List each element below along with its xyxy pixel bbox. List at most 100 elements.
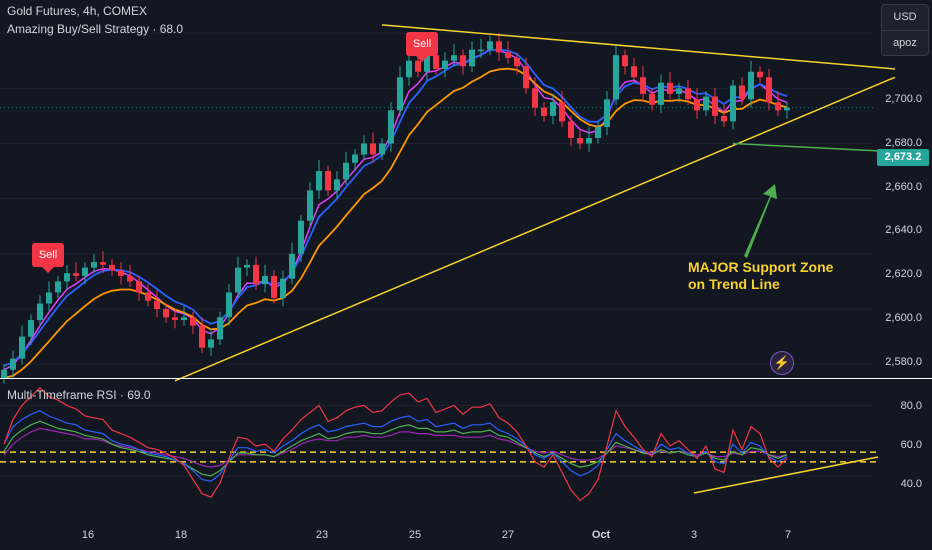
rsi-title[interactable]: Multi-Timeframe RSI · 69.0 [7,388,151,402]
candle-body-75 [676,88,682,94]
candle-body-15 [136,281,142,293]
candle-body-87 [784,107,790,111]
candle-body-49 [442,60,448,69]
annotation-line-2: on Trend Line [688,276,780,292]
candle-body-65 [586,137,592,144]
candle-body-39 [352,154,358,163]
sell-signal-1[interactable]: Sell [32,243,64,273]
candle-body-42 [379,143,385,155]
price-tick-2660: 2,660.0 [885,181,922,193]
candle-body-45 [406,60,412,78]
candle-body-62 [559,102,565,122]
trendline-support [732,142,896,153]
time-tick-3: 3 [690,529,698,541]
strategy-title[interactable]: Amazing Buy/Sell Strategy · 68.0 [7,22,184,36]
candle-body-0 [1,369,7,378]
candle-body-26 [235,267,241,293]
time-tick-7: 7 [784,529,792,541]
candle-body-60 [541,107,547,116]
candle-body-28 [253,264,259,285]
candle-body-3 [28,320,34,337]
candle-body-53 [478,49,484,52]
candle-body-34 [307,190,313,221]
candle-body-66 [595,126,601,138]
lightning-icon[interactable]: ⚡ [770,351,794,375]
unit-label[interactable]: apoz [893,37,917,49]
price-pane[interactable] [0,24,896,384]
candle-body-12 [109,264,115,271]
price-tick-2680: 2,680.0 [885,137,922,149]
time-tick-25: 25 [408,529,422,541]
candle-body-67 [604,99,610,127]
candle-body-36 [325,171,331,191]
trendline-upper [381,24,896,70]
sell-signal-2[interactable]: Sell [406,32,438,62]
candle-body-18 [163,309,169,318]
candle-body-27 [244,264,250,268]
currency-selector[interactable]: USD apoz [881,4,929,56]
candle-body-6 [55,281,61,293]
rsi-tick-40: 40.0 [900,478,922,490]
price-tick-2620: 2,620.0 [885,268,922,280]
candle-body-82 [739,85,745,100]
candle-body-29 [262,275,268,285]
candle-body-21 [190,317,196,326]
candle-body-68 [613,55,619,100]
time-tick-27: 27 [501,529,515,541]
candle-body-78 [703,96,709,111]
candle-body-47 [424,55,430,72]
price-tick-2700: 2,700.0 [885,93,922,105]
candle-body-71 [640,77,646,94]
candle-body-9 [82,267,88,276]
candle-body-79 [712,96,718,116]
candle-body-51 [460,55,466,67]
price-tick-2640: 2,640.0 [885,224,922,236]
candle-body-30 [271,275,277,298]
candle-body-32 [289,253,295,279]
time-tick-18: 18 [174,529,188,541]
rsi-red-line [3,386,788,502]
candle-body-70 [631,66,637,78]
ma-purple-line [3,48,788,371]
annotation-line-1: MAJOR Support Zone [688,259,834,275]
candle-body-8 [73,273,79,276]
candle-body-80 [721,115,727,122]
candle-body-37 [334,179,340,191]
candle-body-56 [505,52,511,58]
candle-body-73 [658,82,664,105]
candle-body-10 [91,262,97,268]
candle-body-59 [532,88,538,108]
candle-body-74 [667,82,673,94]
candle-body-84 [757,71,763,78]
support-arrow-icon [744,184,777,258]
candle-body-81 [730,85,736,122]
candle-body-58 [523,66,529,89]
time-tick-oct: Oct [591,529,611,541]
rsi-pane[interactable] [0,386,879,502]
candle-body-20 [181,317,187,321]
candle-body-54 [487,41,493,50]
candle-body-72 [649,93,655,105]
candle-body-38 [343,162,349,180]
candle-body-16 [145,292,151,301]
rsi-blue-line [3,410,788,482]
time-tick-16: 16 [81,529,95,541]
candle-body-63 [568,121,574,138]
support-annotation[interactable]: MAJOR Support Zone on Trend Line [688,259,833,293]
rsi-trendline [693,456,879,494]
candle-body-17 [154,300,160,310]
candle-body-77 [694,99,700,111]
candle-body-2 [19,336,25,359]
candle-body-43 [388,110,394,144]
symbol-title[interactable]: Gold Futures, 4h, COMEX [7,4,148,18]
candle-body-46 [415,60,421,72]
candle-body-13 [118,270,124,276]
candle-body-22 [199,325,205,348]
ma-orange-line [3,67,788,379]
ma-blue-line [3,48,788,367]
candle-body-41 [370,143,376,155]
currency-label[interactable]: USD [882,5,928,31]
rsi-tick-60: 60.0 [900,439,922,451]
candle-body-4 [37,303,43,321]
